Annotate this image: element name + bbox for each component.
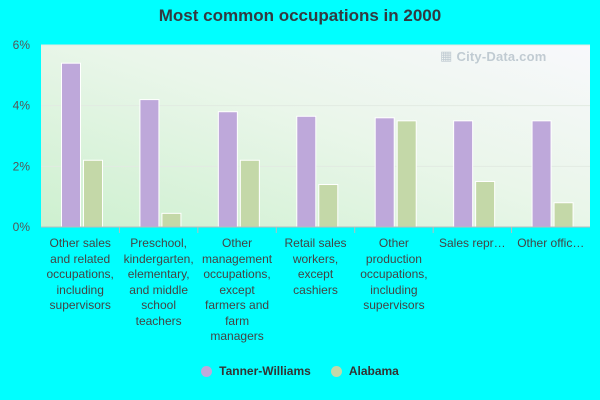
bar-tanner-williams [374, 117, 395, 228]
x-tick-label: Other management occupations, except far… [202, 236, 273, 343]
chart-title: Most common occupations in 2000 [158, 6, 442, 25]
x-tick-label: Other sales and related occupations, inc… [46, 236, 114, 312]
legend: Tanner-Williams Alabama [0, 364, 600, 378]
bar-tanner-williams [531, 120, 552, 228]
legend-item-series-1: Tanner-Williams [201, 364, 311, 378]
bar-tanner-williams [296, 115, 317, 228]
watermark-text: City-Data.com [456, 48, 547, 64]
bar-alabama [553, 202, 574, 228]
x-tick-label: Preschool, kindergarten, elementary, and… [123, 236, 194, 328]
bar-tanner-williams [61, 62, 81, 228]
bar-alabama [239, 159, 260, 228]
bar-tanner-williams [217, 111, 238, 228]
bar-alabama [161, 212, 182, 228]
legend-item-series-2: Alabama [330, 364, 399, 378]
bar-alabama [83, 159, 103, 228]
bar-tanner-williams [453, 120, 474, 228]
bar-tanner-williams [139, 99, 160, 228]
x-tick-label: Other offic… [517, 236, 585, 250]
legend-swatch [330, 365, 342, 377]
y-tick-label: 4% [13, 99, 31, 113]
legend-swatch [201, 365, 213, 377]
watermark: ▦ City-Data.com [440, 48, 547, 64]
legend-label: Alabama [348, 364, 399, 378]
x-tick-label: Other production occupations, including … [360, 236, 428, 312]
x-tick-label: Retail sales workers, except cashiers [284, 236, 347, 297]
bar-alabama [318, 184, 339, 228]
y-tick-label: 2% [13, 159, 31, 173]
x-tick-label: Sales repr… [438, 236, 506, 250]
watermark-icon: ▦ [440, 48, 453, 63]
y-tick-label: 0% [13, 220, 31, 234]
legend-label: Tanner-Williams [219, 364, 311, 378]
y-tick-label: 6% [13, 38, 31, 52]
bar-alabama [475, 181, 496, 228]
bar-alabama [396, 120, 417, 228]
